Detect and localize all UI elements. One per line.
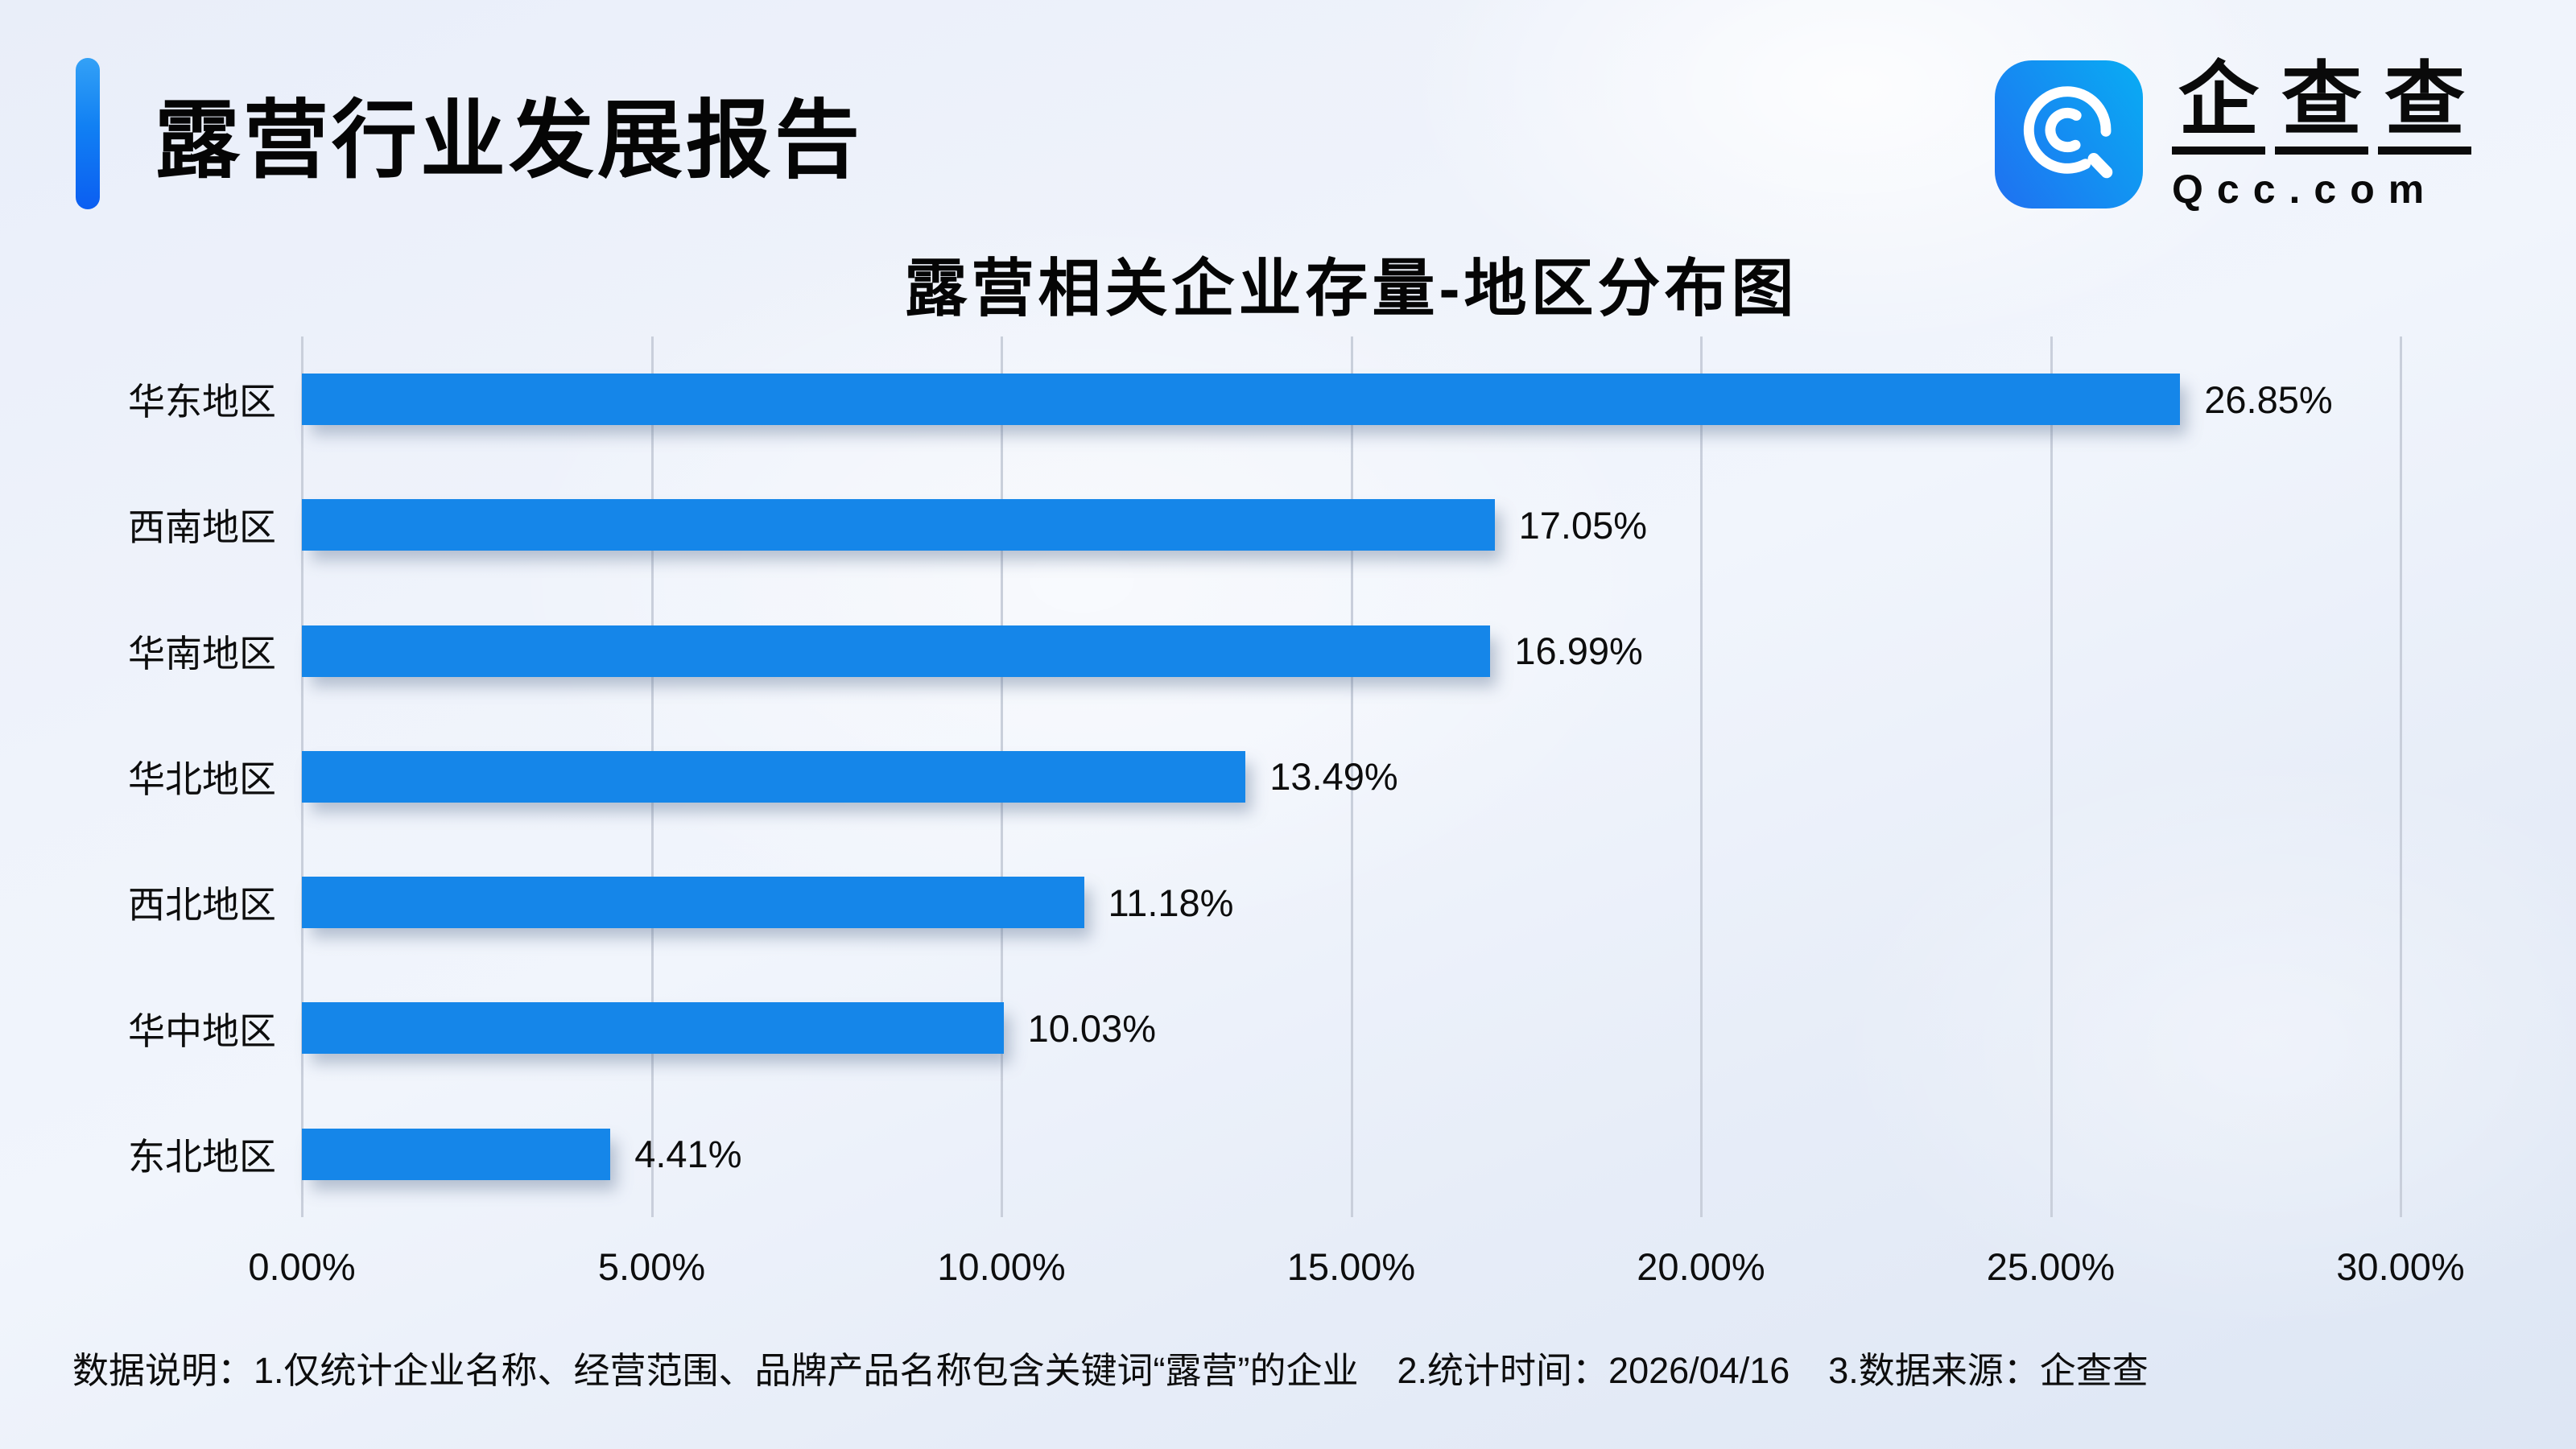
x-axis-tick-label: 0.00%: [248, 1245, 356, 1288]
bar: [302, 750, 1246, 803]
category-label: 华中地区: [128, 1009, 276, 1052]
gridline: [2050, 336, 2053, 1217]
chart-row: 西南地区 17.05%: [128, 462, 2401, 588]
qcc-logo-domain: Qcc.com: [2172, 167, 2438, 212]
chart-row: 西北地区 11.18%: [128, 840, 2401, 965]
value-label: 4.41%: [634, 1133, 742, 1176]
report-title: 露营行业发展报告: [155, 93, 863, 188]
bar: [302, 499, 1495, 551]
bar: [302, 374, 2181, 425]
category-label: 华南地区: [128, 632, 276, 675]
data-note-statistics: 数据说明：1.仅统计企业名称、经营范围、品牌产品名称包含关键词“露营”的企业: [72, 1350, 1359, 1391]
qcc-magnifier-icon: [1995, 60, 2143, 208]
value-label: 10.03%: [1027, 1007, 1156, 1051]
header-accent-bar: [76, 58, 100, 209]
bar-chart-plot-area: 华东地区 26.85% 西南地区 17.05% 华南地区 16.99% 华北地区 13.49%…: [128, 336, 2402, 1217]
qcc-logo-char: 企: [2172, 60, 2265, 155]
x-axis-tick-label: 10.00%: [937, 1245, 1066, 1288]
x-axis-tick-label: 20.00%: [1637, 1245, 1765, 1288]
value-label: 17.05%: [1518, 503, 1648, 547]
x-axis-tick-label: 15.00%: [1286, 1245, 1416, 1288]
value-label: 13.49%: [1269, 755, 1398, 799]
gridline: [1350, 336, 1353, 1217]
chart-row: 东北地区 4.41%: [128, 1092, 2401, 1217]
data-note: 数据说明：1.仅统计企业名称、经营范围、品牌产品名称包含关键词“露营”的企业 2…: [72, 1341, 2149, 1393]
bar: [302, 625, 1491, 677]
chart-row: 华东地区 26.85%: [128, 336, 2401, 462]
category-label: 华东地区: [128, 381, 276, 423]
qcc-logo-char: 查: [2378, 60, 2471, 155]
x-axis-tick-labels: 0.00% 5.00% 10.00% 15.00% 20.00% 25.00% 30.00%: [248, 1245, 2464, 1301]
qcc-logo-char: 查: [2275, 60, 2368, 155]
category-label: 华北地区: [128, 758, 276, 800]
category-label: 西北地区: [128, 884, 276, 927]
x-axis-tick-label: 25.00%: [1986, 1245, 2116, 1288]
value-label: 11.18%: [1108, 881, 1234, 924]
value-label: 16.99%: [1514, 630, 1643, 673]
x-axis-tick-label: 5.00%: [597, 1245, 706, 1288]
value-label: 26.85%: [2204, 378, 2333, 421]
qcc-logo: 企 查 查 Qcc.com: [1995, 60, 2471, 213]
qcc-logo-text: 企 查 查 Qcc.com: [2172, 60, 2471, 213]
chart-row: 华北地区 13.49%: [128, 714, 2401, 840]
chart-row: 华中地区 10.03%: [128, 965, 2401, 1091]
data-note-date: 2.统计时间：2026/04/16: [1397, 1350, 1790, 1391]
qcc-logo-name: 企 查 查: [2172, 60, 2471, 155]
gridline: [2400, 336, 2402, 1217]
bar: [302, 877, 1084, 929]
category-label: 西南地区: [128, 506, 276, 549]
bar: [302, 1002, 1004, 1055]
x-axis-tick-label: 30.00%: [2336, 1245, 2465, 1288]
bar: [302, 1128, 611, 1180]
category-label: 东北地区: [128, 1135, 276, 1178]
chart-row: 华南地区 16.99%: [128, 588, 2401, 714]
gridline: [1700, 336, 1703, 1217]
data-note-source: 3.数据来源：企查查: [1828, 1350, 2149, 1391]
chart-title: 露营相关企业存量-地区分布图: [904, 253, 1798, 324]
